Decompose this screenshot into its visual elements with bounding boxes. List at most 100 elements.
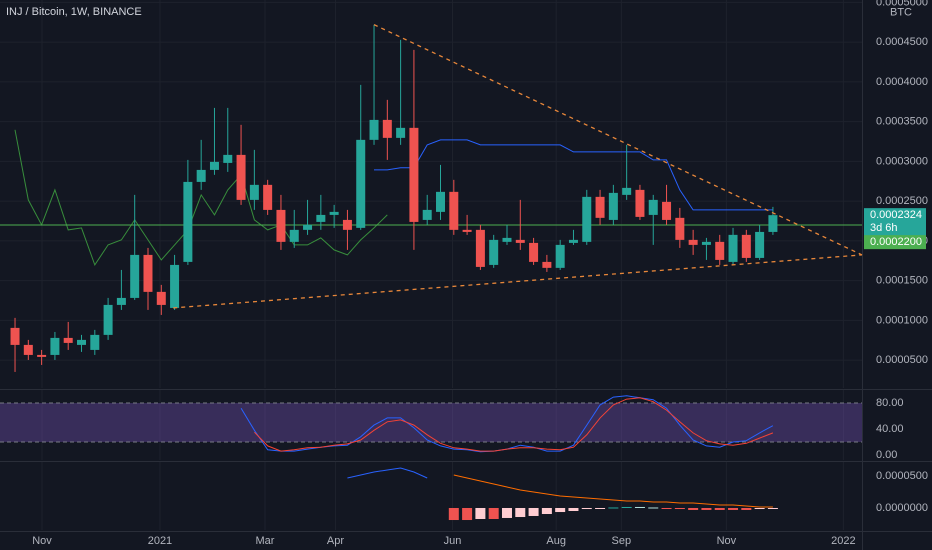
price-tag <box>864 208 926 237</box>
candle-body <box>701 241 711 245</box>
candle-body <box>369 119 379 140</box>
x-tick-label: Nov <box>32 535 52 547</box>
candle-body <box>595 196 605 218</box>
candle-body <box>77 339 87 345</box>
histogram-bar <box>634 506 645 508</box>
candle-body <box>449 191 459 230</box>
candle-body <box>422 209 432 220</box>
candle-body <box>608 192 618 220</box>
candle-body <box>50 337 60 355</box>
histogram-bar <box>701 507 712 510</box>
candle-body <box>688 239 698 245</box>
histogram-bar <box>475 507 486 519</box>
x-tick-label: Mar <box>256 535 275 547</box>
y-tick-label: 0.0000500 <box>876 354 928 366</box>
candle-body <box>10 327 20 345</box>
price-tag-label: 0.0002324 <box>870 209 922 221</box>
unit-label: BTC <box>890 6 912 18</box>
y-tick-label: 0.0005000 <box>876 0 928 8</box>
histogram-bar <box>674 507 685 510</box>
y-tick-label: 0.0004000 <box>876 76 928 88</box>
histogram-bar <box>595 507 606 509</box>
candle-body <box>316 214 326 222</box>
histogram-bar <box>621 506 632 508</box>
histogram-bar <box>501 507 512 518</box>
candle-body <box>90 334 100 350</box>
candle-body <box>116 297 126 305</box>
x-tick-label: Nov <box>717 535 737 547</box>
candle-body <box>635 189 645 217</box>
candle-body <box>156 291 166 305</box>
x-tick-label: 2021 <box>148 535 172 547</box>
candle-body <box>130 254 140 298</box>
candle-body <box>356 139 366 228</box>
candle-body <box>209 161 219 170</box>
candle-body <box>63 337 73 343</box>
x-tick-label: Jun <box>444 535 462 547</box>
x-tick-label: Sep <box>612 535 632 547</box>
histogram-bar <box>515 507 526 518</box>
candle-body <box>23 344 33 355</box>
y-tick-label: 0.0001000 <box>876 314 928 326</box>
candle-body <box>755 231 765 258</box>
candle-body <box>342 219 352 230</box>
candle-body <box>662 201 672 220</box>
candle-body <box>582 196 592 242</box>
candle-body <box>183 181 193 262</box>
candle-body <box>276 209 286 242</box>
axes: Nov 2021 Mar Apr Jun Aug Sep Nov 2022 0.0000500 0.… <box>32 0 928 547</box>
trend-line <box>373 24 863 256</box>
histogram-bar <box>648 507 659 509</box>
y-tick-label: 0.0003500 <box>876 116 928 128</box>
histogram-bar <box>741 507 752 510</box>
candle-body <box>475 229 485 267</box>
chart-title: INJ / Bitcoin, 1W, BINANCE <box>6 6 142 18</box>
candle-body <box>303 224 313 230</box>
candle-body <box>409 127 419 222</box>
candle-body <box>462 229 472 232</box>
candle-body <box>103 304 113 335</box>
candle-body <box>249 184 259 200</box>
y-tick-label: 80.00 <box>876 397 904 409</box>
histogram-bar <box>754 507 765 510</box>
trend-line <box>173 254 863 309</box>
histogram-bar <box>568 507 579 512</box>
candle-body <box>529 242 539 262</box>
x-tick-label: Apr <box>327 535 344 547</box>
candle-body <box>436 191 446 212</box>
price-tag-label: 0.0002200 <box>870 236 922 248</box>
y-tick-label: 0.00 <box>876 449 897 461</box>
y-tick-label: 0.0004500 <box>876 36 928 48</box>
indicator-line <box>347 467 428 479</box>
candle-body <box>170 264 180 308</box>
histogram-bar <box>661 507 672 509</box>
x-tick-label: Aug <box>546 535 566 547</box>
candle-body <box>555 244 565 268</box>
histogram-bar <box>608 507 619 509</box>
histogram-bar <box>462 507 473 521</box>
overlay-line <box>374 139 773 211</box>
candle-body <box>329 211 339 215</box>
histogram-bar <box>488 507 499 519</box>
price-tag <box>864 235 926 250</box>
overlay-line <box>14 129 388 267</box>
band <box>0 402 862 442</box>
indicator-line <box>453 474 773 508</box>
histogram-bar <box>581 507 592 510</box>
candle-body <box>568 239 578 243</box>
histogram-bar <box>555 507 566 513</box>
countdown-label: 3d 6h <box>870 222 898 234</box>
candle-body <box>502 237 512 242</box>
candle-body <box>648 199 658 215</box>
candle-body <box>675 217 685 240</box>
marks <box>0 24 863 521</box>
x-tick-label: 2022 <box>831 535 855 547</box>
grid <box>0 0 862 530</box>
histogram-bar <box>688 507 699 510</box>
candle-body <box>263 184 273 210</box>
candle-body <box>542 261 552 268</box>
y-tick-label: 0.0001500 <box>876 275 928 287</box>
